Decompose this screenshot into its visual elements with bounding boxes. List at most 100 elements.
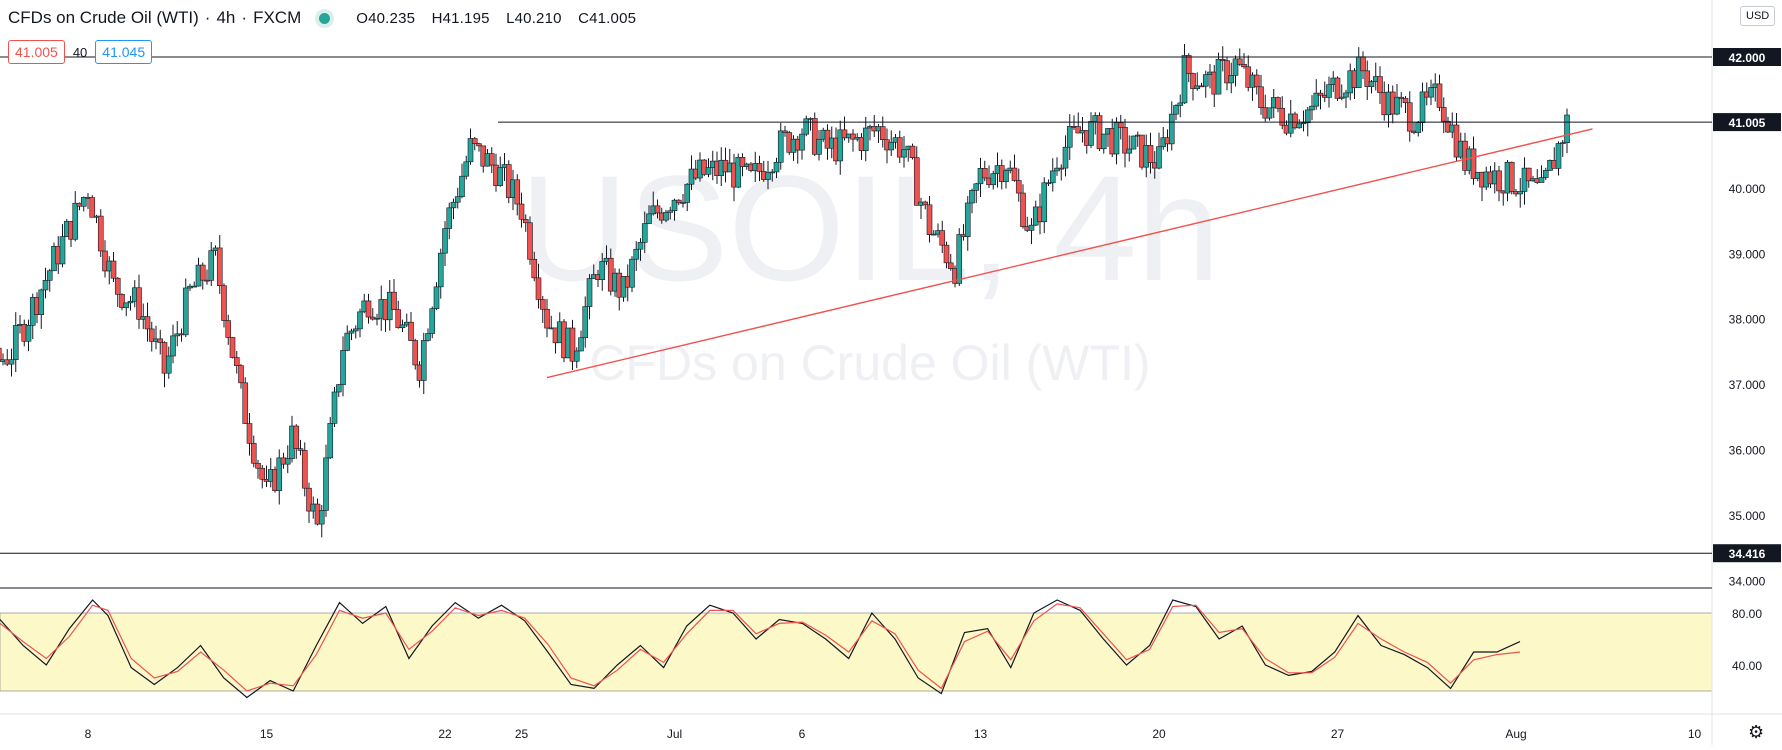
- candle-body: [1317, 92, 1324, 96]
- candle-body: [803, 118, 810, 135]
- candle-body: [242, 382, 249, 424]
- candle-body: [1232, 58, 1239, 76]
- candle-body: [170, 335, 176, 357]
- candle-body: [1177, 102, 1184, 106]
- candle-body: [1075, 126, 1082, 134]
- candle-body: [412, 340, 419, 366]
- trendline[interactable]: [546, 128, 1593, 379]
- candle-body: [535, 277, 542, 300]
- time-tick-label: 15: [260, 727, 274, 741]
- candle-body: [1041, 182, 1048, 223]
- candle-body: [599, 261, 606, 280]
- candle-body: [1236, 58, 1243, 65]
- candle-body: [365, 300, 372, 318]
- trade-prices: 41.005 40 41.045: [8, 40, 153, 64]
- settings-gear-icon[interactable]: ⚙: [1748, 722, 1765, 742]
- candle-body: [1122, 127, 1128, 154]
- candle-body: [284, 458, 291, 465]
- candle-body: [1296, 123, 1303, 129]
- watermark-description: CFDs on Crude Oil (WTI): [589, 335, 1150, 391]
- price-tick-label: 34.000: [1729, 574, 1766, 588]
- candle-body: [229, 337, 236, 358]
- candle-body: [221, 285, 227, 321]
- level-label: 34.416: [1729, 547, 1766, 561]
- candle-body: [1049, 170, 1056, 184]
- candle-body: [773, 161, 780, 173]
- candle-body: [340, 350, 346, 385]
- candle-body: [1377, 76, 1383, 93]
- symbol-name[interactable]: CFDs on Crude Oil (WTI): [8, 8, 199, 27]
- candle-body: [144, 316, 151, 330]
- price-tick-label: 36.000: [1729, 444, 1766, 458]
- candle-body: [680, 202, 686, 204]
- candle-body: [1542, 170, 1549, 178]
- candle-body: [1266, 107, 1273, 119]
- candle-body: [488, 153, 495, 166]
- candle-body: [250, 443, 257, 464]
- price-tick-label: 37.000: [1729, 378, 1766, 392]
- candle-body: [42, 280, 49, 291]
- candle-body: [433, 286, 440, 309]
- source-label: FXCM: [253, 8, 302, 27]
- candle-body: [1275, 97, 1281, 109]
- candle-body: [1258, 86, 1264, 108]
- candle-body: [259, 467, 266, 480]
- candle-body: [1028, 224, 1035, 231]
- candle-body: [1428, 87, 1434, 98]
- candle-body: [1003, 170, 1009, 182]
- candle-body: [586, 278, 593, 307]
- candle-body: [811, 118, 818, 155]
- market-status-icon: [319, 12, 331, 24]
- candle-body: [25, 325, 32, 342]
- candle-body: [879, 126, 886, 141]
- buy-price-button[interactable]: 41.045: [95, 40, 153, 64]
- candle-body: [89, 197, 96, 218]
- candle-body: [459, 175, 465, 197]
- candle-body: [582, 306, 589, 339]
- candle-body: [429, 308, 436, 334]
- candle-body: [1292, 113, 1298, 129]
- candle-body: [1185, 55, 1192, 74]
- candle-body: [136, 287, 142, 320]
- candle-body: [335, 384, 342, 393]
- candle-body: [909, 145, 916, 158]
- sell-price-button[interactable]: 41.005: [8, 40, 65, 64]
- price-tick-label: 40.000: [1729, 182, 1766, 196]
- candle-body: [97, 215, 104, 252]
- candle-body: [1496, 170, 1502, 192]
- candle-body: [531, 258, 538, 279]
- candle-body: [782, 130, 788, 133]
- candle-body: [1156, 146, 1162, 169]
- stochastic-tick-label: 80.00: [1732, 607, 1762, 621]
- candle-body: [1525, 167, 1532, 182]
- candle-body: [1168, 113, 1175, 145]
- price-tick-label: 35.000: [1729, 509, 1766, 523]
- candle-body: [896, 137, 903, 158]
- candle-body: [1058, 167, 1065, 170]
- candle-body: [1253, 74, 1260, 88]
- stochastic-band: [0, 612, 1713, 692]
- candle-body: [301, 450, 308, 489]
- candle-body: [1398, 96, 1405, 99]
- candle-body: [956, 234, 963, 284]
- candle-body: [837, 129, 844, 162]
- candle-body: [8, 359, 15, 365]
- candle-body: [769, 171, 776, 174]
- time-tick-label: Aug: [1505, 727, 1526, 741]
- candle-body: [352, 328, 359, 332]
- level-label: 42.000: [1729, 51, 1766, 65]
- candle-body: [114, 277, 121, 295]
- candle-body: [1113, 122, 1120, 155]
- candle-body: [1011, 167, 1018, 181]
- candle-body: [357, 311, 363, 330]
- candle-body: [476, 143, 482, 147]
- candle-body: [735, 157, 742, 188]
- currency-button[interactable]: USD: [1740, 6, 1776, 26]
- candle-body: [276, 457, 283, 491]
- candle-body: [1279, 108, 1286, 126]
- interval-label[interactable]: 4h: [216, 8, 236, 27]
- candle-body: [544, 308, 550, 329]
- candle-body: [497, 167, 504, 186]
